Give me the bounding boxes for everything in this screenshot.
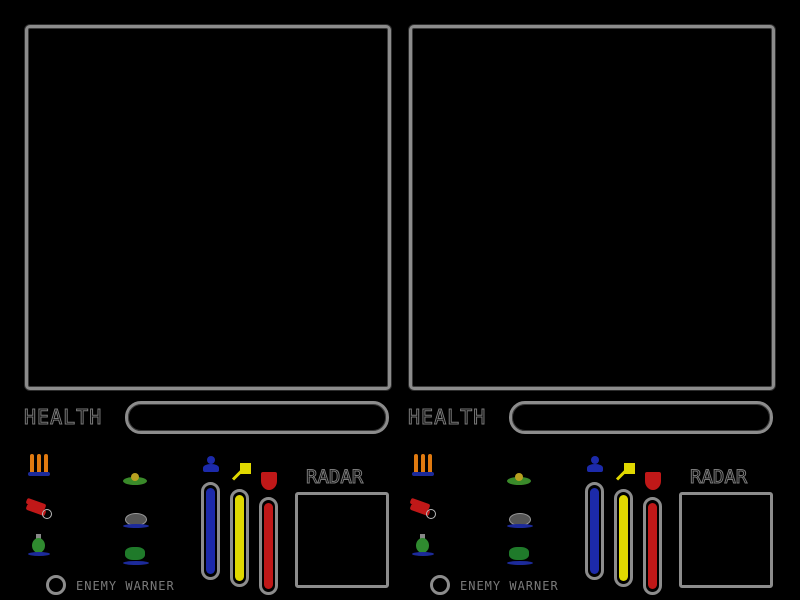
radar-label: RADAR — [689, 466, 748, 489]
grenade-icon — [412, 534, 434, 556]
speed-boost-icon — [615, 463, 635, 483]
jump-gauge — [201, 482, 220, 580]
dynamite-icon — [24, 497, 52, 521]
jump-boost-icon — [203, 456, 219, 476]
enemy-warner-light — [430, 575, 450, 595]
landmine-icon — [505, 471, 533, 489]
player-2-panel: HEALTH RADAR ENEMY WARNER — [384, 0, 784, 600]
player-1-panel: HEALTH RADAR ENEMY WARNER — [23, 25, 391, 595]
enemy-warner-label: ENEMY WARNER — [76, 579, 175, 593]
game-viewport — [409, 25, 775, 390]
bullets-icon — [28, 452, 50, 478]
grenade-icon — [28, 534, 50, 556]
speed-gauge — [614, 489, 633, 587]
jump-gauge-fill — [206, 488, 215, 574]
jump-gauge — [585, 482, 604, 580]
radar-label: RADAR — [305, 466, 364, 489]
armor-gauge-fill — [648, 503, 657, 589]
health-bar — [509, 401, 773, 434]
green-mine-icon — [507, 545, 533, 565]
green-mine-icon — [123, 545, 149, 565]
shield-icon — [644, 472, 662, 492]
enemy-warner-light — [46, 575, 66, 595]
shield-icon — [260, 472, 278, 492]
armor-gauge-fill — [264, 503, 273, 589]
jump-boost-icon — [587, 456, 603, 476]
enemy-warner-label: ENEMY WARNER — [460, 579, 559, 593]
radar-display — [295, 492, 389, 588]
jump-gauge-fill — [590, 488, 599, 574]
landmine-icon — [121, 471, 149, 489]
speed-gauge-fill — [619, 495, 628, 581]
proximity-mine-icon — [507, 510, 533, 528]
speed-gauge — [230, 489, 249, 587]
proximity-mine-icon — [123, 510, 149, 528]
health-label: HEALTH — [23, 405, 103, 430]
health-label: HEALTH — [407, 405, 487, 430]
speed-boost-icon — [231, 463, 251, 483]
armor-gauge — [643, 497, 662, 595]
armor-gauge — [259, 497, 278, 595]
game-viewport — [25, 25, 391, 390]
health-bar — [125, 401, 389, 434]
dynamite-icon — [408, 497, 436, 521]
bullets-icon — [412, 452, 434, 478]
radar-display — [679, 492, 773, 588]
speed-gauge-fill — [235, 495, 244, 581]
